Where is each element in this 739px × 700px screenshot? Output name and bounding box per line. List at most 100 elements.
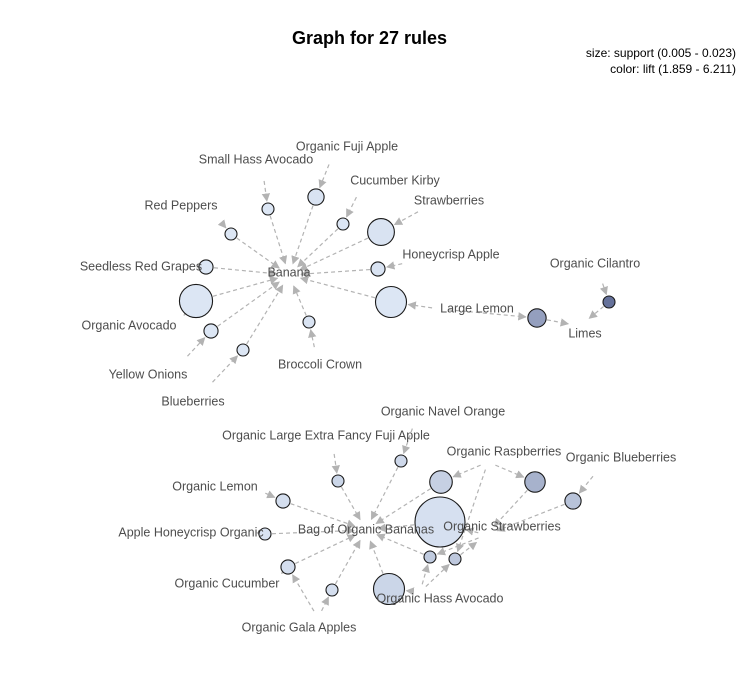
edge-r2-to-banana	[269, 215, 288, 265]
rule-node-r4	[367, 218, 395, 246]
item-label-cilantro: Organic Cilantro	[550, 256, 640, 270]
edge-r8-to-banana	[212, 276, 279, 297]
item-label-gala: Organic Gala Apples	[242, 620, 357, 634]
rule-node-r1	[307, 188, 325, 206]
rule-node-r3	[336, 217, 350, 231]
edge-hass_avocado-to-r25	[405, 587, 415, 596]
item-label-red-peppers: Red Peppers	[145, 198, 218, 212]
item-label-yellow-onions: Yellow Onions	[109, 367, 188, 381]
rule-node-r17	[429, 470, 453, 494]
rule-nodes-layer	[178, 188, 616, 606]
item-label-large-fuji: Organic Large Extra Fancy Fuji Apple	[222, 428, 430, 442]
edge-org_blueberries-to-r18	[578, 475, 594, 494]
edge-raspberries-to-r17	[452, 464, 481, 478]
item-label-apple-honeycrisp-org: Apple Honeycrisp Organic	[118, 525, 263, 539]
item-label-limes: Limes	[568, 326, 601, 340]
item-label-org-blueberries: Organic Blueberries	[566, 450, 676, 464]
edge-r23-to-bag_bananas	[295, 534, 356, 565]
edge-r20-to-bag_bananas	[290, 503, 356, 528]
rule-node-r22	[414, 496, 466, 548]
item-label-banana: Banana	[267, 265, 310, 279]
edge-org_strawberries-to-r22	[465, 527, 479, 536]
rule-node-r20	[275, 493, 291, 509]
rule-node-r18	[564, 492, 582, 510]
item-label-organic-avocado: Organic Avocado	[82, 318, 177, 332]
edge-raspberries-to-r27	[456, 469, 486, 553]
item-label-org-lemon: Organic Lemon	[172, 479, 258, 493]
edge-large_lemon-to-r9	[407, 301, 433, 310]
edge-r22-to-bag_bananas	[377, 523, 415, 533]
item-label-honeycrisp: Honeycrisp Apple	[402, 247, 499, 261]
edge-r18-to-org_strawberries	[496, 503, 565, 532]
edge-strawberries-to-r4	[393, 211, 419, 226]
edge-r11-to-banana	[292, 285, 307, 316]
edge-yellow_onions-to-r10	[187, 336, 206, 357]
item-label-bag-bananas: Bag of Organic Bananas	[298, 522, 434, 536]
item-label-navel-orange: Organic Navel Orange	[381, 404, 505, 418]
edges-layer	[183, 164, 608, 612]
edge-r24-to-bag_bananas	[334, 539, 361, 585]
edge-r4-to-banana	[299, 237, 369, 271]
item-label-org-cucumber: Organic Cucumber	[175, 576, 280, 590]
edge-honeycrisp-to-r6	[386, 261, 403, 270]
rule-node-r7	[198, 259, 214, 275]
item-label-seedless-grapes: Seedless Red Grapes	[80, 259, 202, 273]
edge-cilantro-to-r14	[599, 283, 608, 296]
edge-r14-to-limes	[588, 306, 604, 319]
edge-large_lemon-to-r13	[447, 309, 527, 321]
edge-avocado_small-to-r2	[261, 180, 271, 202]
edge-organic_avocado-to-r8	[183, 306, 193, 316]
edge-gala-to-r23	[292, 574, 315, 612]
rule-node-r10	[203, 323, 219, 339]
edge-hass_avocado-to-r26	[421, 563, 430, 585]
edge-r7-to-banana	[213, 267, 278, 278]
edge-r27-to-org_strawberries	[460, 541, 478, 556]
item-label-org-strawberries: Organic Strawberries	[443, 519, 560, 533]
rule-node-r2	[261, 202, 275, 216]
rule-node-r21	[258, 527, 272, 541]
edge-navel_orange-to-r15	[402, 428, 413, 455]
legend-color-text: color: lift (1.859 - 6.211)	[610, 62, 736, 76]
edge-red_peppers-to-r5	[217, 219, 227, 229]
edge-r3-to-banana	[297, 228, 339, 268]
edge-gala-to-r24	[321, 596, 329, 612]
rule-node-r14	[602, 295, 616, 309]
edge-r12-to-banana	[246, 284, 284, 345]
item-label-broccoli: Broccoli Crown	[278, 357, 362, 371]
edge-r9-to-banana	[299, 275, 376, 299]
edge-r10-to-banana	[217, 281, 280, 327]
rule-node-r6	[370, 261, 386, 277]
item-label-strawberries: Strawberries	[414, 193, 484, 207]
edge-r15-to-bag_bananas	[370, 466, 399, 521]
rule-node-r5	[224, 227, 238, 241]
rule-node-r12	[236, 343, 250, 357]
item-label-cucumber-kirby: Cucumber Kirby	[350, 173, 440, 187]
rule-node-r8	[178, 283, 214, 319]
edge-r1-to-banana	[291, 205, 314, 265]
edge-r16-to-bag_bananas	[340, 486, 361, 521]
rule-node-r25	[372, 572, 406, 606]
edge-raspberries-to-r19	[495, 464, 525, 479]
item-label-large-lemon: Large Lemon	[440, 301, 514, 315]
edge-r17-to-bag_bananas	[375, 488, 431, 525]
rule-node-r13	[527, 308, 547, 328]
rule-node-r16	[331, 474, 345, 488]
edge-fuji-to-r1	[318, 164, 330, 189]
edge-r5-to-banana	[236, 237, 280, 269]
edge-broccoli-to-r11	[308, 329, 317, 348]
rule-node-r11	[302, 315, 316, 329]
edge-large_fuji-to-r16	[331, 453, 340, 474]
rule-node-r15	[394, 454, 408, 468]
rule-node-r24	[325, 583, 339, 597]
item-label-raspberries: Organic Raspberries	[447, 444, 562, 458]
edge-blueberries-to-r12	[212, 355, 239, 383]
item-label-blueberries: Blueberries	[161, 394, 224, 408]
item-label-fuji: Organic Fuji Apple	[296, 139, 398, 153]
edge-cucumber_kirby-to-r3	[346, 196, 357, 218]
edge-org_lemon-to-r20	[265, 490, 276, 499]
rule-node-r23	[280, 559, 296, 575]
edge-r26-to-bag_bananas	[376, 533, 424, 555]
edge-r13-to-limes	[546, 318, 570, 327]
